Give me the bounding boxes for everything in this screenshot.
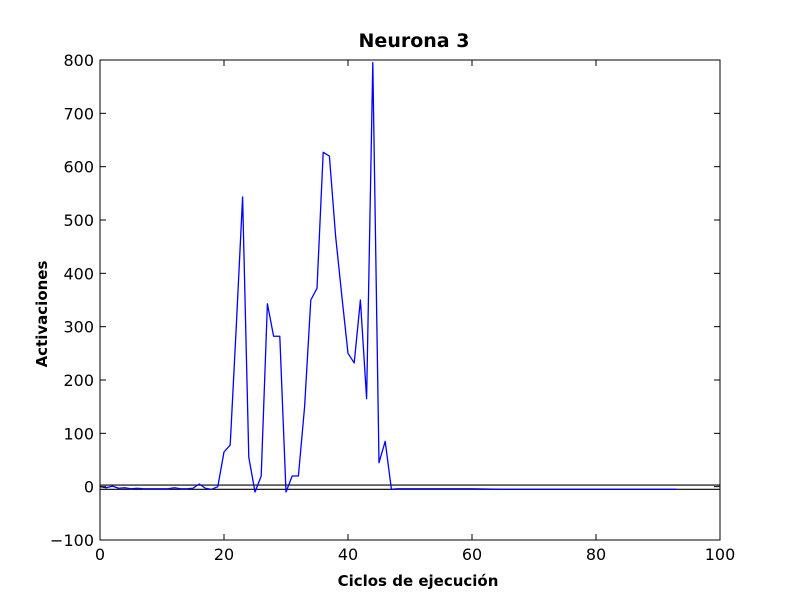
x-tick-label: 0 <box>95 545 105 564</box>
x-tick-label: 100 <box>705 545 736 564</box>
y-tick-label: 700 <box>63 104 94 123</box>
y-tick-label: 0 <box>84 478 94 497</box>
y-tick-label: 600 <box>63 158 94 177</box>
series-layer <box>99 62 677 493</box>
y-tick-label: 800 <box>63 51 94 70</box>
y-tick-label: 200 <box>63 371 94 390</box>
plot-area <box>100 60 720 540</box>
axis-ticks: 0 20 40 60 80 100−100010020030040050060070080… <box>50 51 735 564</box>
y-tick-label: −100 <box>50 531 94 550</box>
x-axis-label: Ciclos de ejecución <box>338 572 499 590</box>
y-axis-label: Activaciones <box>33 261 51 368</box>
x-tick-label: 20 <box>214 545 234 564</box>
y-tick-label: 500 <box>63 211 94 230</box>
x-tick-label: 60 <box>462 545 482 564</box>
x-tick-label: 40 <box>338 545 358 564</box>
chart-title: Neurona 3 <box>359 30 470 52</box>
y-tick-label: 400 <box>63 264 94 283</box>
x-tick-label: 80 <box>586 545 606 564</box>
y-tick-label: 300 <box>63 318 94 337</box>
plot-frame <box>99 59 721 541</box>
y-tick-label: 100 <box>63 424 94 443</box>
series-line-0 <box>99 62 677 493</box>
